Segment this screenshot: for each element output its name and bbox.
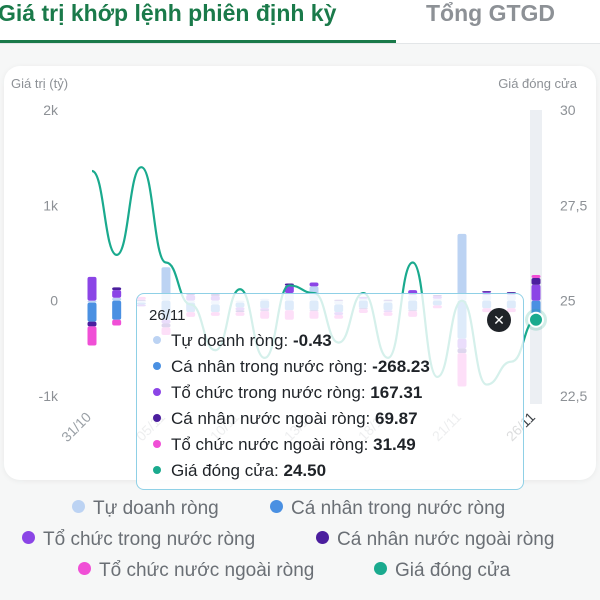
tooltip-label: Tổ chức nước ngoài ròng: <box>171 435 374 454</box>
legend-label: Cá nhân nước ngoài ròng <box>337 529 555 550</box>
legend-dot-icon <box>22 531 35 545</box>
bar-segment <box>531 275 541 279</box>
tab-bar-divider <box>0 43 600 44</box>
legend-label: Tổ chức trong nước ròng <box>43 529 256 550</box>
tooltip-row-to-chuc-nuoc-ngoai: Tổ chức nước ngoài ròng: 31.49 <box>153 435 416 455</box>
right-tick-label: 22,5 <box>560 388 587 404</box>
highlight-point <box>528 311 544 328</box>
right-tick-label: 27,5 <box>560 197 587 213</box>
legend-item-ca-nhan-trong-nuoc[interactable]: Cá nhân trong nước ròng <box>270 498 505 520</box>
tooltip-value: -268.23 <box>372 357 430 376</box>
bar-segment <box>112 297 122 301</box>
legend-label: Tự doanh ròng <box>93 498 219 519</box>
dot-icon <box>153 387 161 396</box>
legend-item-ca-nhan-nuoc-ngoai[interactable]: Cá nhân nước ngoài ròng <box>316 529 554 551</box>
legend-dot-icon <box>316 531 329 545</box>
x-tick-label: 31/10 <box>58 409 94 445</box>
legend-item-to-chuc-nuoc-ngoai[interactable]: Tổ chức nước ngoài ròng <box>78 560 314 582</box>
dot-icon <box>153 465 161 474</box>
bar-segment <box>87 276 97 301</box>
legend-item-to-chuc-trong-nuoc[interactable]: Tổ chức trong nước ròng <box>22 529 255 551</box>
bar-segment <box>506 292 516 294</box>
bar-segment <box>457 233 467 301</box>
right-tick-label: 30 <box>560 102 576 118</box>
tooltip-row-ca-nhan-trong-nuoc: Cá nhân trong nước ròng: -268.23 <box>153 357 430 377</box>
legend-dot-icon <box>72 500 85 514</box>
tooltip-row-to-chuc-trong-nuoc: Tổ chức trong nước ròng: 167.31 <box>153 383 422 403</box>
left-tick-label: 1k <box>43 197 59 213</box>
tab-gia-tri-khop-lenh[interactable]: Giá trị khớp lệnh phiên định kỳ <box>0 0 337 26</box>
chart-card: Giá trị (tỷ) Giá đóng cửa 2k 1k 0 -1k 30 27,5… <box>4 66 596 490</box>
legend-label: Tổ chức nước ngoài ròng <box>99 560 315 581</box>
left-tick-label: 2k <box>43 102 59 118</box>
bar-segment <box>87 300 97 303</box>
tooltip: 26/11 ✕ Tự doanh ròng: -0.43 Cá nhân tro… <box>136 293 524 490</box>
bar-segment <box>531 278 541 285</box>
right-axis-label: Giá đóng cửa <box>498 76 578 91</box>
tab-bar: Giá trị khớp lệnh phiên định kỳ Tổng GTG… <box>0 0 600 44</box>
dot-icon <box>153 361 161 370</box>
legend-item-gia-dong-cua[interactable]: Giá đóng cửa <box>374 560 510 582</box>
bar-segment <box>531 284 541 301</box>
bar-segment <box>482 291 492 293</box>
legend: Tự doanh ròng Cá nhân trong nước ròng Tổ… <box>0 492 600 600</box>
dot-icon <box>153 335 161 344</box>
legend-label: Cá nhân trong nước ròng <box>291 498 506 519</box>
grid-lines <box>530 110 542 404</box>
tooltip-row-tu-doanh: Tự doanh ròng: -0.43 <box>153 331 332 351</box>
bar-segment <box>112 319 122 326</box>
tooltip-value: -0.43 <box>292 331 332 350</box>
tooltip-label: Tổ chức trong nước ròng: <box>171 383 371 402</box>
legend-dot-icon <box>270 500 283 514</box>
bar-segment <box>87 302 97 322</box>
bar-segment <box>87 326 97 346</box>
active-tab-indicator <box>0 40 396 43</box>
tooltip-date: 26/11 <box>149 307 186 324</box>
close-icon[interactable]: ✕ <box>487 308 511 332</box>
dot-icon <box>153 439 161 448</box>
bar-segment <box>87 321 97 327</box>
bar-segment <box>112 287 122 291</box>
tab-tong-gtgd[interactable]: Tổng GTGD <box>426 0 556 26</box>
left-axis-label: Giá trị (tỷ) <box>11 76 68 91</box>
tooltip-label: Cá nhân trong nước ròng: <box>171 357 373 376</box>
left-tick-label: 0 <box>50 293 58 309</box>
left-tick-label: -1k <box>39 388 59 404</box>
tooltip-label: Cá nhân nước ngoài ròng: <box>171 409 375 428</box>
tooltip-row-gia-dong-cua: Giá đóng cửa: 24.50 <box>153 461 326 481</box>
tooltip-value: 24.50 <box>283 461 327 480</box>
bar-segment <box>112 300 122 320</box>
highlight-band <box>530 110 542 404</box>
tooltip-row-ca-nhan-nuoc-ngoai: Cá nhân nước ngoài ròng: 69.87 <box>153 409 418 429</box>
legend-dot-icon <box>374 562 387 576</box>
bar-segment <box>161 267 171 301</box>
tooltip-label: Giá đóng cửa: <box>171 461 284 480</box>
tooltip-value: 69.87 <box>375 409 418 428</box>
tooltip-label: Tự doanh ròng: <box>171 331 293 350</box>
legend-label: Giá đóng cửa <box>395 560 511 581</box>
bar-segment <box>112 290 122 298</box>
tooltip-value: 167.31 <box>370 383 423 402</box>
right-tick-label: 25 <box>560 293 576 309</box>
legend-dot-icon <box>78 562 91 576</box>
legend-item-tu-doanh[interactable]: Tự doanh ròng <box>72 498 219 520</box>
dot-icon <box>153 413 161 422</box>
bar-segment <box>309 282 319 287</box>
tooltip-value: 31.49 <box>373 435 416 454</box>
